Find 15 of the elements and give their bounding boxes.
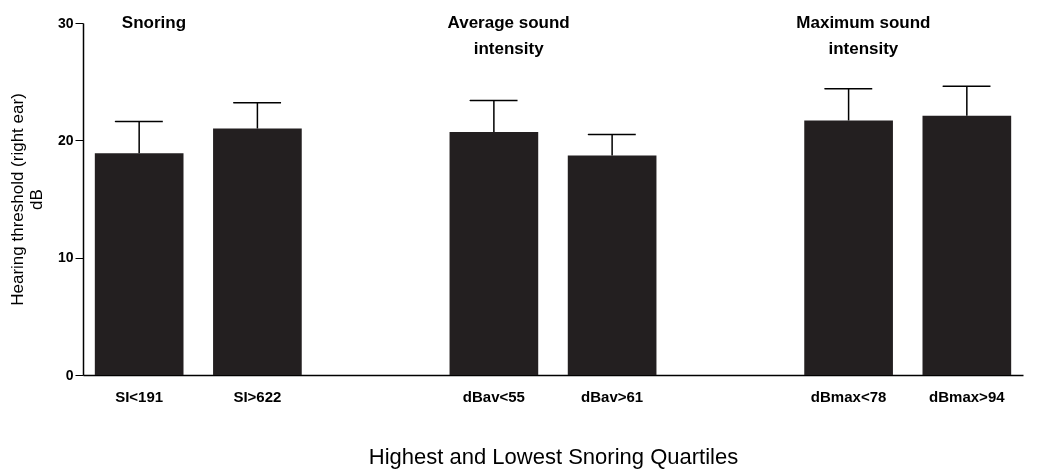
y-tick-label: 10 bbox=[57, 249, 74, 266]
annotation: Snoring bbox=[121, 13, 187, 32]
x-axis-title: Highest and Lowest Snoring Quartiles bbox=[368, 443, 739, 469]
x-tick-label: dBav<55 bbox=[462, 387, 525, 405]
x-tick-label: SI>622 bbox=[233, 387, 282, 405]
y-axis-title: Hearing threshold (right ear) dB bbox=[7, 93, 46, 306]
y-tick-label: 0 bbox=[65, 366, 74, 383]
annotation: Average sound intensity bbox=[447, 13, 570, 58]
x-tick-label: SI<191 bbox=[115, 387, 164, 405]
annotation: Maximum sound intensity bbox=[796, 13, 931, 58]
x-tick-label: dBmax<78 bbox=[810, 387, 887, 405]
y-tick-label: 30 bbox=[57, 14, 74, 31]
x-tick-label: dBmax>94 bbox=[929, 387, 1006, 405]
y-tick-label: 20 bbox=[57, 131, 74, 148]
x-tick-label: dBav>61 bbox=[581, 387, 644, 405]
